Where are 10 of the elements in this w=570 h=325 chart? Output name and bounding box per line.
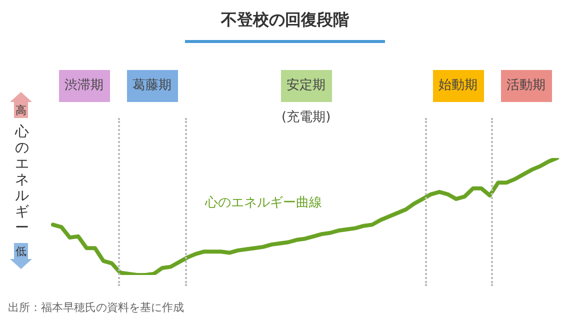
series-label: 心のエネルギー曲線	[204, 194, 322, 210]
chart-title: 不登校の回復段階	[220, 10, 350, 31]
text: 葛藤期	[126, 70, 178, 102]
text: 出所：福本早穂氏の資料を基に作成	[8, 300, 184, 315]
text: 活動期	[500, 70, 552, 102]
text: 渋滞期	[58, 70, 110, 102]
text: (充電期)	[282, 109, 331, 126]
text: 始動期	[432, 70, 484, 102]
text: 安定期	[280, 70, 332, 102]
y-axis-title: 心のエネルギー	[14, 124, 30, 236]
